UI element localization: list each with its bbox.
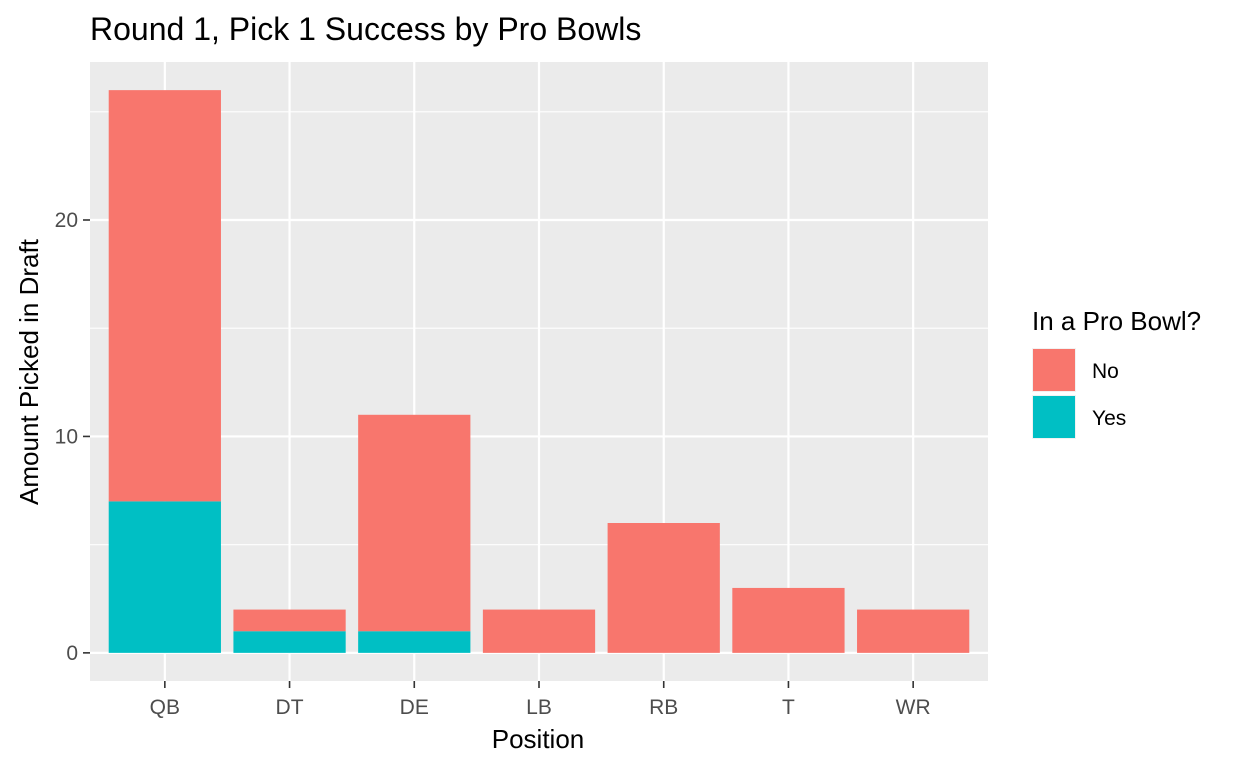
x-tick-label: DE bbox=[400, 696, 429, 719]
legend-swatch-no bbox=[1033, 349, 1075, 391]
x-tick-label: T bbox=[782, 696, 795, 719]
x-tick-label: QB bbox=[150, 696, 180, 719]
x-tick-label: DT bbox=[276, 696, 304, 719]
legend-title: In a Pro Bowl? bbox=[1032, 306, 1201, 336]
y-axis-title: Amount Picked in Draft bbox=[14, 238, 44, 505]
bars bbox=[108, 90, 970, 653]
y-axis: 0 10 20 bbox=[55, 209, 90, 665]
y-tick-label: 20 bbox=[55, 209, 78, 232]
legend-swatch-yes bbox=[1033, 396, 1075, 438]
x-tick-label: RB bbox=[649, 696, 678, 719]
legend: In a Pro Bowl? No Yes bbox=[1032, 306, 1201, 439]
chart-title: Round 1, Pick 1 Success by Pro Bowls bbox=[90, 11, 641, 47]
x-axis-title: Position bbox=[492, 724, 585, 754]
x-tick-label: LB bbox=[526, 696, 552, 719]
bar-lb-no bbox=[482, 609, 596, 653]
bar-wr-no bbox=[857, 609, 970, 653]
legend-label: Yes bbox=[1092, 407, 1126, 430]
bar-de-no bbox=[358, 414, 471, 632]
bar-qb-no bbox=[108, 90, 221, 502]
legend-label: No bbox=[1092, 360, 1119, 383]
bar-qb-yes bbox=[108, 501, 221, 653]
x-axis: QB DT DE LB RB T WR bbox=[150, 681, 931, 719]
bar-rb-no bbox=[607, 523, 720, 653]
x-tick-label: WR bbox=[896, 696, 931, 719]
legend-items: No Yes bbox=[1032, 348, 1126, 439]
y-tick-label: 0 bbox=[66, 642, 78, 665]
bar-de-yes bbox=[358, 631, 471, 653]
y-tick-label: 10 bbox=[55, 425, 78, 448]
bar-dt-yes bbox=[233, 631, 346, 653]
bar-t-no bbox=[732, 587, 845, 653]
bar-dt-no bbox=[233, 609, 346, 632]
